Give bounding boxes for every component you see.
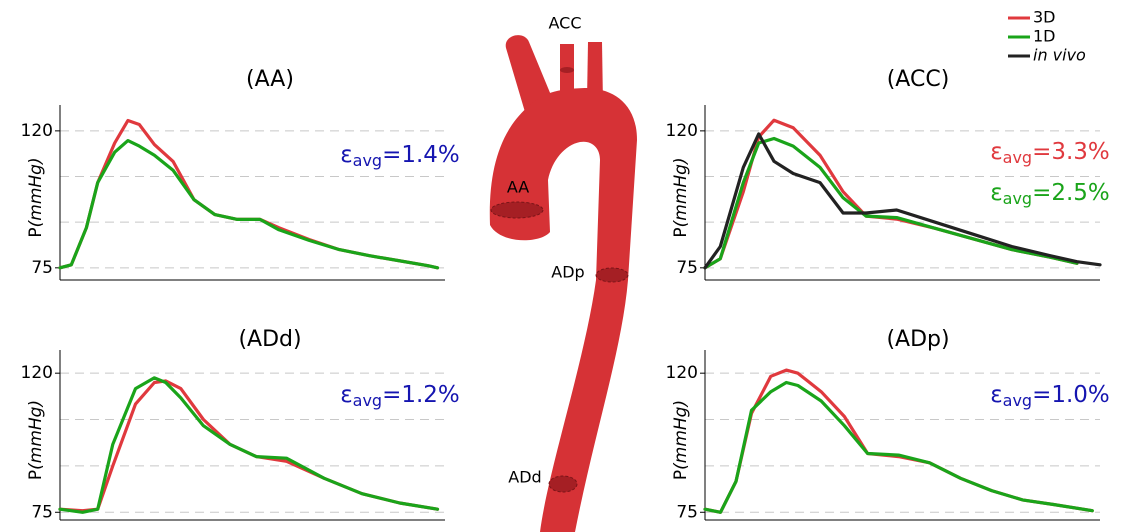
- section-marker: [490, 201, 544, 219]
- y-label-symbol: P: [671, 227, 691, 237]
- legend-label: 3D: [1033, 8, 1056, 27]
- series-line: [58, 376, 440, 514]
- y-axis-label: P(mmHg): [671, 157, 691, 237]
- error-subscript: avg: [1003, 148, 1032, 167]
- aorta-diagram: ACC AA ADp ADd: [489, 14, 637, 532]
- y-tick-label: 75: [676, 502, 698, 522]
- y-label-unit: (mmHg): [26, 157, 46, 227]
- error-value: =1.4%: [382, 142, 460, 168]
- y-axis-label: P(mmHg): [26, 157, 46, 237]
- error-annotation: εavg=3.3%: [990, 139, 1110, 167]
- series-line: [703, 136, 1079, 270]
- y-tick-label: 75: [31, 258, 53, 278]
- series-line: [703, 132, 1102, 270]
- series-line: [58, 118, 440, 270]
- y-tick-label: 120: [21, 121, 53, 141]
- error-symbol: ε: [990, 139, 1002, 165]
- y-tick-label: 75: [31, 502, 53, 522]
- section-marker: [595, 267, 629, 283]
- diagram-label: ACC: [548, 14, 581, 33]
- y-tick-label: 120: [21, 363, 53, 383]
- y-axis-label: P(mmHg): [26, 400, 46, 480]
- series-line: [58, 139, 440, 270]
- error-symbol: ε: [340, 142, 352, 168]
- error-annotation: εavg=2.5%: [990, 180, 1110, 208]
- error-annotation: εavg=1.4%: [340, 142, 460, 170]
- error-annotation: εavg=1.0%: [990, 382, 1110, 410]
- diagram-label: ADd: [508, 468, 541, 487]
- aorta-branch: [505, 35, 553, 112]
- error-subscript: avg: [353, 391, 382, 410]
- legend-label: 1D: [1033, 27, 1056, 46]
- y-label-symbol: P: [26, 470, 46, 480]
- error-annotation: εavg=1.2%: [340, 382, 460, 410]
- section-marker: [548, 475, 578, 493]
- diagram-label: AA: [507, 178, 529, 197]
- error-value: =1.2%: [382, 382, 460, 408]
- error-subscript: avg: [1003, 391, 1032, 410]
- y-tick-label: 120: [666, 121, 698, 141]
- error-symbol: ε: [990, 382, 1002, 408]
- error-value: =2.5%: [1032, 180, 1110, 206]
- y-tick-label: 75: [676, 258, 698, 278]
- y-tick-label: 120: [666, 363, 698, 383]
- error-subscript: avg: [1003, 189, 1032, 208]
- error-symbol: ε: [340, 382, 352, 408]
- chart-title: (AA): [246, 67, 294, 92]
- error-value: =3.3%: [1032, 139, 1110, 165]
- chart-title: (ADp): [886, 327, 949, 352]
- legend-label: in vivo: [1033, 46, 1086, 65]
- y-axis-label: P(mmHg): [671, 400, 691, 480]
- section-marker: [560, 67, 574, 73]
- error-symbol: ε: [990, 180, 1002, 206]
- aorta: [489, 88, 637, 532]
- y-label-unit: (mmHg): [26, 400, 46, 470]
- diagram-label: ADp: [551, 263, 584, 282]
- y-label-symbol: P: [26, 227, 46, 237]
- chart-title: (ACC): [887, 67, 950, 92]
- series-line: [703, 380, 1094, 514]
- error-value: =1.0%: [1032, 382, 1110, 408]
- error-subscript: avg: [353, 151, 382, 170]
- y-label-symbol: P: [671, 470, 691, 480]
- y-label-unit: (mmHg): [671, 157, 691, 227]
- chart-title: (ADd): [238, 327, 301, 352]
- y-label-unit: (mmHg): [671, 400, 691, 470]
